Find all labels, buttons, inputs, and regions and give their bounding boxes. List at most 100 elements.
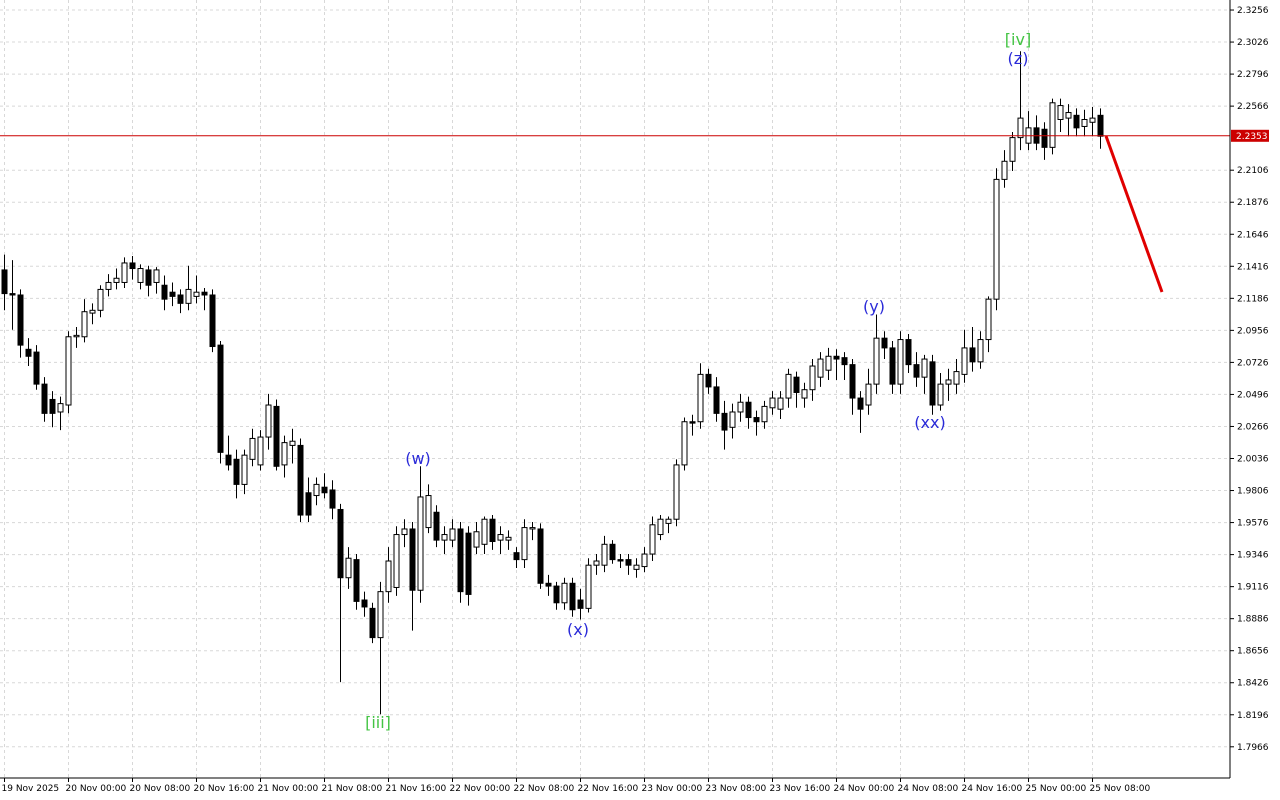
candle-body [993, 178, 1000, 300]
candle-body [1001, 160, 1008, 180]
candle-body [769, 397, 776, 409]
candle-body [785, 373, 792, 399]
candle-body [665, 518, 672, 524]
candle-body [825, 355, 832, 371]
candle-body [1073, 114, 1080, 129]
candle-body [353, 559, 360, 602]
candle-body [377, 591, 384, 639]
candle-body [609, 543, 616, 561]
x-tick-label: 22 Nov 16:00 [578, 784, 639, 794]
x-tick-label: 24 Nov 08:00 [898, 784, 959, 794]
candle-body [913, 364, 920, 378]
candle-body [145, 269, 152, 286]
candle-body [65, 336, 72, 406]
candle-body [625, 559, 632, 566]
y-tick-label: 1.7966 [1237, 743, 1269, 753]
x-tick-label: 23 Nov 08:00 [706, 784, 767, 794]
x-tick-label: 21 Nov 08:00 [322, 784, 383, 794]
candle-body [857, 397, 864, 410]
wave-label: (y) [863, 297, 885, 316]
candle-body [673, 464, 680, 520]
candle-body [129, 262, 136, 270]
candle-body [417, 496, 424, 591]
y-tick-label: 2.2566 [1237, 102, 1269, 112]
candle-body [593, 560, 600, 566]
y-tick-label: 2.0956 [1237, 326, 1269, 336]
candle-body [681, 421, 688, 466]
candle-body [689, 421, 696, 424]
candle-body [793, 376, 800, 393]
candle-body [257, 436, 264, 466]
candle-body [433, 511, 440, 541]
candle-body [705, 373, 712, 388]
candle-body [489, 518, 496, 543]
candle-body [313, 483, 320, 497]
candle-body [1081, 118, 1088, 127]
candle-body [777, 397, 784, 410]
y-tick-label: 2.0266 [1237, 422, 1269, 432]
candle-body [369, 607, 376, 639]
x-tick-label: 25 Nov 00:00 [1026, 784, 1087, 794]
candle-body [545, 582, 552, 587]
forecast-arrow [1104, 135, 1164, 293]
candles [0, 51, 1230, 715]
x-tick-label: 21 Nov 00:00 [258, 784, 319, 794]
candle-body [225, 454, 232, 466]
candle-body [889, 347, 896, 385]
candle-body [361, 599, 368, 608]
candle-body [177, 294, 184, 304]
candle-body [985, 298, 992, 341]
current-price-label: 2.2353 [1236, 132, 1268, 142]
candle-body [425, 495, 432, 529]
y-tick-label: 1.9116 [1237, 583, 1269, 593]
y-tick-label: 2.0036 [1237, 454, 1269, 464]
labels: 2.3256 2.3026 2.2796 2.2566 2.2106 2.1876 2.16… [2, 6, 1269, 794]
candle-body [641, 553, 648, 568]
candle-body [961, 347, 968, 375]
candle-body [113, 277, 120, 283]
wave-label: (x) [567, 620, 589, 639]
y-tick-label: 1.9346 [1237, 551, 1269, 561]
candle-body [25, 348, 32, 357]
candle-body [745, 401, 752, 419]
y-tick-label: 2.2106 [1237, 166, 1269, 176]
candle-body [561, 582, 568, 604]
candle-body [753, 417, 760, 423]
x-tick-label: 24 Nov 00:00 [834, 784, 895, 794]
candle-body [1049, 102, 1056, 148]
candle-body [193, 291, 200, 297]
candle-body [393, 534, 400, 588]
candle-body [185, 288, 192, 304]
y-tick-label: 2.0726 [1237, 358, 1269, 368]
wave-label: [iii] [365, 713, 391, 732]
candle-body [729, 411, 736, 428]
candle-body [89, 309, 96, 314]
candle-body [33, 351, 40, 385]
candle-body [921, 358, 928, 378]
candle-body [649, 524, 656, 555]
candle-body [73, 334, 80, 338]
candle-body [465, 532, 472, 595]
candle-body [809, 365, 816, 391]
candle-body [385, 560, 392, 593]
y-tick-label: 2.1416 [1237, 262, 1269, 272]
candle-body [865, 383, 872, 406]
candle-body [897, 339, 904, 385]
candle-body [1097, 114, 1104, 137]
candle-body [817, 358, 824, 378]
candle-body [201, 291, 208, 296]
x-tick-label: 23 Nov 16:00 [770, 784, 831, 794]
x-tick-label: 25 Nov 08:00 [1090, 784, 1151, 794]
candle-body [449, 528, 456, 541]
y-tick-label: 1.8196 [1237, 711, 1269, 721]
candle-body [121, 262, 128, 283]
wave-label: (xx) [914, 413, 945, 432]
candle-body [505, 536, 512, 541]
y-tick-label: 1.8886 [1237, 615, 1269, 625]
y-tick-label: 1.8656 [1237, 647, 1269, 657]
candle-body [713, 386, 720, 414]
x-tick-label: 19 Nov 2025 [2, 784, 60, 794]
candle-body [473, 531, 480, 548]
candle-body [289, 440, 296, 446]
